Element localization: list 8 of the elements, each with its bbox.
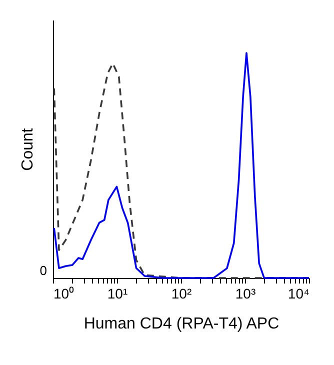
x-tick-label: 10² (171, 286, 192, 302)
x-tick-label: 10⁴ (288, 286, 310, 302)
x-tick-label: 10⁰ (54, 286, 74, 302)
y-axis-title: Count (20, 128, 36, 171)
x-tick-label: 10³ (235, 286, 256, 302)
text: 0 (40, 263, 47, 278)
x-axis-title: Human CD4 (RPA-T4) APC (84, 316, 280, 332)
x-tick-label: 10¹ (107, 286, 128, 302)
